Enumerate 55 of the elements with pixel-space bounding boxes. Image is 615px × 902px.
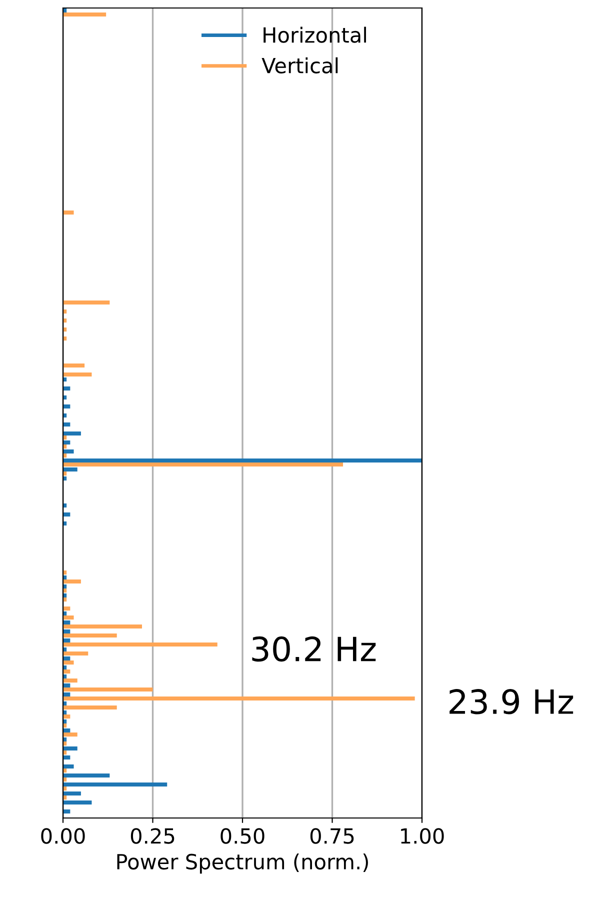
bar xyxy=(63,746,78,750)
bar xyxy=(63,12,106,17)
bar xyxy=(63,404,70,408)
bar xyxy=(63,800,92,804)
bar xyxy=(63,755,70,760)
bar xyxy=(63,728,70,732)
x-axis-title: Power Spectrum (norm.) xyxy=(117,853,368,874)
bar xyxy=(63,692,70,696)
x-tick-label: 0.75 xyxy=(310,828,354,844)
bar xyxy=(63,629,70,634)
bar xyxy=(63,300,110,305)
bar xyxy=(63,386,70,390)
x-tick-label: 0.00 xyxy=(41,828,85,844)
bar xyxy=(63,652,88,656)
bar xyxy=(63,706,117,710)
bar xyxy=(63,732,78,737)
bar xyxy=(63,462,344,467)
bar xyxy=(63,606,70,611)
bar xyxy=(63,467,78,472)
bar xyxy=(63,620,70,624)
bar xyxy=(63,440,70,444)
bar xyxy=(63,696,415,701)
bar xyxy=(63,773,110,778)
x-tick-label: 0.25 xyxy=(130,828,174,844)
bar xyxy=(63,782,168,786)
bar xyxy=(63,364,85,368)
x-tick-label: 1.00 xyxy=(401,828,444,844)
bar xyxy=(63,512,70,516)
bar xyxy=(63,458,422,462)
bar xyxy=(63,714,70,719)
bar xyxy=(63,580,81,584)
legend-label: Vertical xyxy=(262,57,338,74)
bar xyxy=(63,670,70,674)
bar xyxy=(63,683,70,688)
bar xyxy=(63,210,74,215)
annotation: 30.2 Hz xyxy=(252,636,376,662)
bar xyxy=(63,372,92,377)
bar xyxy=(63,688,153,692)
bar xyxy=(63,642,218,647)
bar xyxy=(63,431,81,436)
bar xyxy=(63,764,74,768)
bar xyxy=(63,809,70,814)
text: 23.9 Hz xyxy=(450,689,574,714)
bar xyxy=(63,616,74,620)
bar xyxy=(63,634,117,638)
bar xyxy=(63,656,70,660)
bar xyxy=(63,638,70,642)
legend-label: Horizontal xyxy=(264,26,366,43)
x-tick-label: 0.50 xyxy=(220,828,264,844)
bar xyxy=(63,791,81,796)
bar xyxy=(63,678,78,683)
bar xyxy=(63,624,142,629)
bar xyxy=(63,449,74,454)
bar xyxy=(63,660,74,665)
bar xyxy=(63,422,70,426)
